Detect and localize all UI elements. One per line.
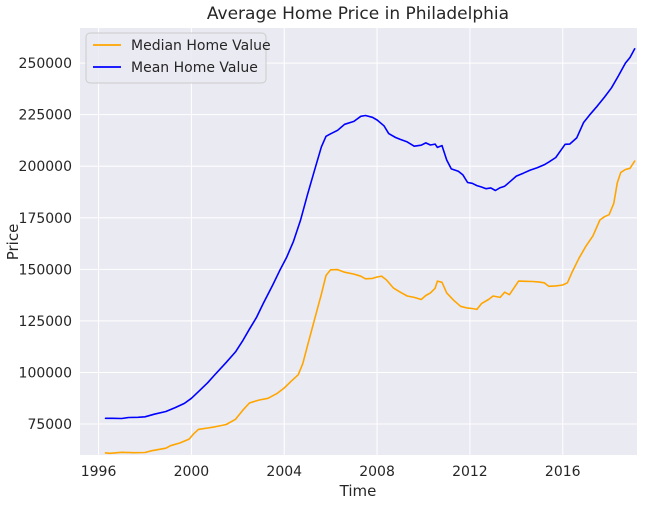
y-tick-label: 100000 [19, 365, 72, 381]
series-line-median-home-value [104, 160, 636, 455]
series-line-mean-home-value [104, 48, 636, 420]
x-tick-label: 2004 [266, 464, 302, 480]
x-tick-label: 2012 [452, 464, 488, 480]
legend-label: Mean Home Value [131, 60, 258, 76]
plot-area [80, 28, 637, 455]
y-tick-label: 150000 [19, 262, 72, 278]
x-tick-label: 1996 [81, 464, 117, 480]
legend-box [85, 32, 267, 84]
y-tick-label: 200000 [19, 159, 72, 175]
y-tick-label: 75000 [27, 417, 72, 433]
y-tick-label: 225000 [19, 108, 72, 124]
chart-title: Average Home Price in Philadelphia [207, 4, 509, 24]
x-tick-label: 2008 [359, 464, 395, 480]
y-axis-title: Price [4, 224, 22, 261]
x-tick-label: 2000 [174, 464, 210, 480]
series-layer [104, 48, 636, 455]
x-tick-label: 2016 [545, 464, 581, 480]
legend-label: Median Home Value [131, 38, 271, 54]
y-tick-label: 250000 [19, 56, 72, 72]
y-axis-ticks: 75000 100000 125000 150000 175000 200000 22500… [19, 56, 72, 433]
y-tick-label: 175000 [19, 211, 72, 227]
x-axis-title: Time [339, 482, 377, 500]
x-axis-ticks: 1996 2000 2004 2008 2012 2016 [81, 464, 581, 480]
grid-lines [80, 28, 637, 455]
y-tick-label: 125000 [19, 314, 72, 330]
legend: Median Home Value Mean Home Value [85, 32, 271, 84]
